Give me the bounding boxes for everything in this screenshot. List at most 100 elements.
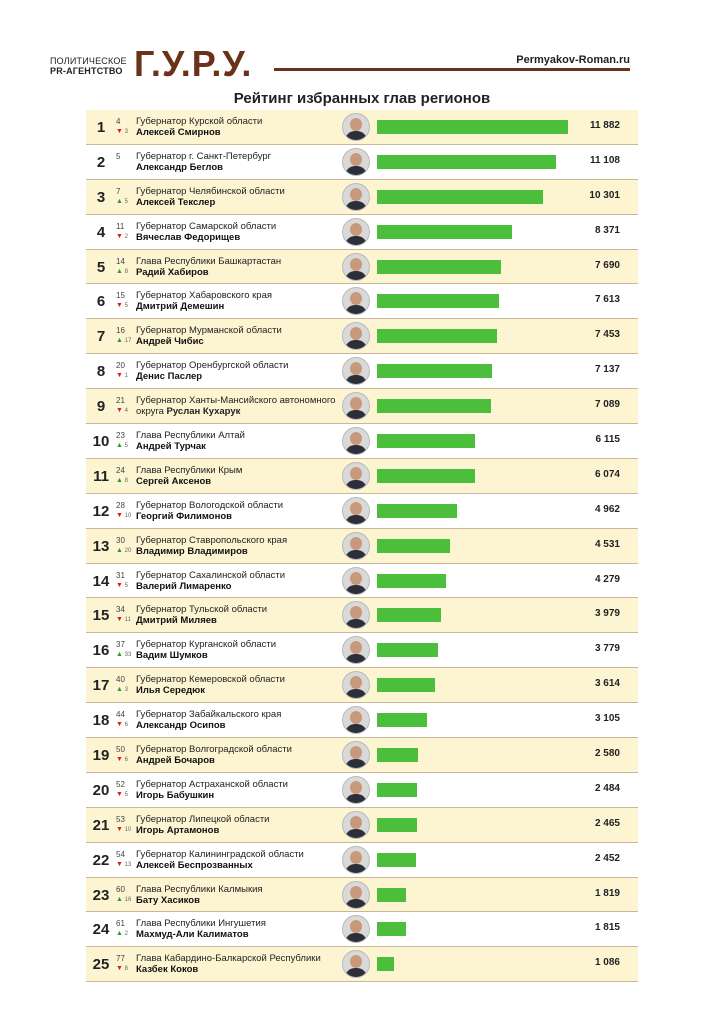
rank-number: 12 [92,502,110,520]
previous-rank: 61 [116,919,125,929]
position-title: Губернатор Забайкальского края [136,709,282,721]
bar [377,434,475,449]
bar [377,713,427,728]
rank-change-value: 33 [122,652,132,659]
person-name: Андрей Бочаров [136,755,215,767]
position-title: Губернатор Калининградской области [136,848,304,860]
avatar-head-shape [350,746,362,760]
tagline-line2: PR-АГЕНТСТВО [50,66,123,76]
avatar-body-shape [345,375,367,385]
avatar-head-shape [350,920,362,934]
position-title: Глава Кабардино-Балкарской Республики [136,953,321,965]
previous-rank: 31 [116,570,125,580]
rank-change: ▲ 2 [116,930,128,937]
arrow-up-icon: ▲ [116,267,123,275]
rank-number: 13 [92,537,110,555]
person-name: Дмитрий Демешин [136,301,225,313]
person-name: Алексей Текслер [136,196,216,208]
avatar-head-shape [350,501,362,515]
table-row: 18 44 ▼ 6 Губернатор Забайкальского края Але… [86,703,638,739]
rank-number: 11 [93,467,109,485]
position-title: Губернатор Тульской области [136,604,268,616]
rank-number: 17 [92,677,110,695]
avatar-body-shape [345,828,367,838]
person-name: Александр Беглов [136,161,223,173]
person-name: Казбек Коков [136,964,199,976]
rank-change-value: 2 [122,233,128,240]
table-row: 21 53 ▼ 10 Губернатор Липецкой области Игорь… [86,807,638,843]
rank-change-value: 1 [122,373,128,380]
rank-change: ▼ 2 [116,233,128,240]
avatar-body-shape [345,759,367,769]
avatar [342,915,370,944]
ranking-table: 1 4 ▼ 3 Губернатор Курской области Алексей С… [86,110,638,983]
rank-number: 4 [96,223,106,241]
data-label: 7 089 [594,399,620,411]
person-name: Игорь Артамонов [136,824,220,836]
bar [377,678,435,693]
avatar-head-shape [350,885,362,899]
bar [377,573,446,588]
data-label: 3 779 [594,643,620,655]
chart-title: Рейтинг избранных глав регионов [233,90,491,107]
arrow-up-icon: ▲ [116,651,123,659]
rank-change: ▲ 17 [116,337,131,344]
data-label: 1 815 [594,922,620,934]
previous-rank: 37 [116,640,125,650]
person-name: Георгий Филимонов [136,510,232,522]
avatar-body-shape [345,619,367,629]
rank-number: 21 [92,816,110,834]
avatar-head-shape [350,850,362,864]
avatar-head-shape [350,676,362,690]
rank-change: ▲ 5 [116,198,128,205]
bar [377,817,417,832]
arrow-down-icon: ▼ [116,302,123,310]
data-label: 7 613 [594,294,620,306]
position-title: Губернатор Ставропольского края [136,534,288,546]
avatar-head-shape [350,536,362,550]
avatar-body-shape [345,898,367,908]
avatar-head-shape [350,571,362,585]
data-label: 10 301 [589,189,620,201]
site-link[interactable]: Permyakov-Roman.ru [516,54,630,66]
data-label: 4 279 [594,573,620,585]
avatar-body-shape [345,863,367,873]
avatar-head-shape [350,397,362,411]
bar [377,538,450,553]
position-title: Губернатор Волгоградской области [136,744,292,756]
avatar [342,601,370,630]
avatar [342,671,370,700]
previous-rank: 24 [116,465,125,475]
avatar-head-shape [350,362,362,376]
previous-rank: 14 [116,256,125,266]
arrow-down-icon: ▼ [116,372,123,380]
rank-change-value: 2 [122,931,128,938]
table-row: 11 24 ▲ 8 Глава Республики Крым Сергей Аксен… [86,458,638,494]
person-name: Андрей Чибис [136,336,204,348]
rank-number: 1 [96,119,106,136]
previous-rank: 60 [116,884,125,894]
rank-number: 2 [96,153,106,171]
avatar [342,566,370,595]
arrow-up-icon: ▲ [116,337,123,345]
rank-change-value: 20 [122,547,132,554]
avatar [342,531,370,560]
avatar [342,427,370,456]
table-row: 20 52 ▼ 5 Губернатор Астраханской области Иг… [86,772,638,808]
bar [377,189,543,204]
rank-change: ▼ 10 [116,512,131,519]
table-row: 5 14 ▲ 8 Глава Республики Башкартастан Радий… [86,249,638,285]
position-title: Губернатор Челябинской области [136,185,285,197]
avatar-body-shape [345,793,367,803]
table-row: 13 30 ▲ 20 Губернатор Ставропольского края В… [86,528,638,564]
rank-change: ▼ 1 [116,372,128,379]
data-label: 2 452 [594,852,620,864]
rank-change-value: 3 [122,129,128,135]
data-label: 1 086 [594,957,620,969]
rank-change-value: 5 [122,791,128,798]
rank-change-value: 3 [122,687,128,694]
rank-number: 20 [92,781,110,799]
arrow-up-icon: ▲ [116,442,123,450]
rank-change-value: 13 [122,861,132,868]
position-title: Губернатор Оренбургской области [136,360,289,372]
